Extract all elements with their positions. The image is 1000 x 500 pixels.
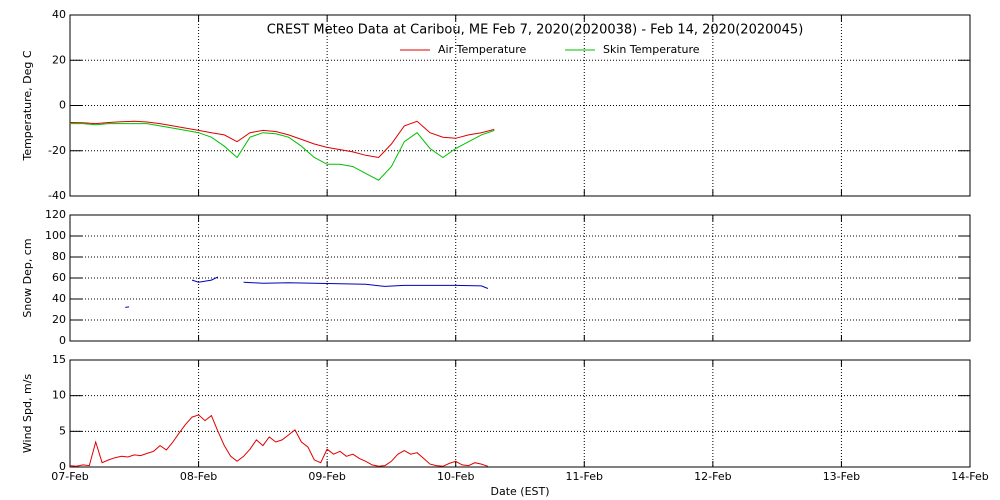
plot-frame xyxy=(69,359,971,468)
legend-label: Skin Temperature xyxy=(603,43,700,56)
data-line xyxy=(69,120,495,159)
data-line xyxy=(69,414,489,467)
x-tick-label: 08-Feb xyxy=(180,470,217,483)
y-tick-label: 20 xyxy=(52,313,66,326)
plot-frame xyxy=(69,14,971,197)
y-tick-label: -40 xyxy=(48,189,66,202)
x-tick-label: 07-Feb xyxy=(51,470,88,483)
y-tick-label: 40 xyxy=(52,292,66,305)
x-tick-label: 10-Feb xyxy=(437,470,474,483)
data-line xyxy=(125,276,489,308)
x-axis-label: Date (EST) xyxy=(490,485,549,498)
y-axis-label: Wind Spd, m/s xyxy=(21,374,34,454)
y-tick-label: 20 xyxy=(52,53,66,66)
x-tick-label: 14-Feb xyxy=(951,470,988,483)
data-line xyxy=(70,123,495,181)
y-tick-label: 0 xyxy=(59,460,66,473)
legend-label: Air Temperature xyxy=(438,43,527,56)
x-tick-label: 13-Feb xyxy=(823,470,860,483)
y-tick-label: 80 xyxy=(52,250,66,263)
y-axis-label: Temperature, Deg C xyxy=(21,50,34,161)
x-tick-label: 11-Feb xyxy=(566,470,603,483)
y-tick-label: 15 xyxy=(52,353,66,366)
x-tick-label: 09-Feb xyxy=(308,470,345,483)
y-tick-label: 0 xyxy=(59,334,66,347)
chart-title: CREST Meteo Data at Caribou, ME Feb 7, 2… xyxy=(267,23,804,38)
x-tick-label: 12-Feb xyxy=(694,470,731,483)
y-tick-label: 120 xyxy=(45,208,66,221)
plot-frame xyxy=(69,214,971,342)
y-tick-label: 40 xyxy=(52,8,66,21)
y-tick-label: 100 xyxy=(45,229,66,242)
y-tick-label: 0 xyxy=(59,99,66,112)
y-axis-label: Snow Dep, cm xyxy=(21,238,34,317)
y-tick-label: 60 xyxy=(52,271,66,284)
y-tick-label: 10 xyxy=(52,389,66,402)
y-tick-label: -20 xyxy=(48,144,66,157)
y-tick-label: 5 xyxy=(59,424,66,437)
